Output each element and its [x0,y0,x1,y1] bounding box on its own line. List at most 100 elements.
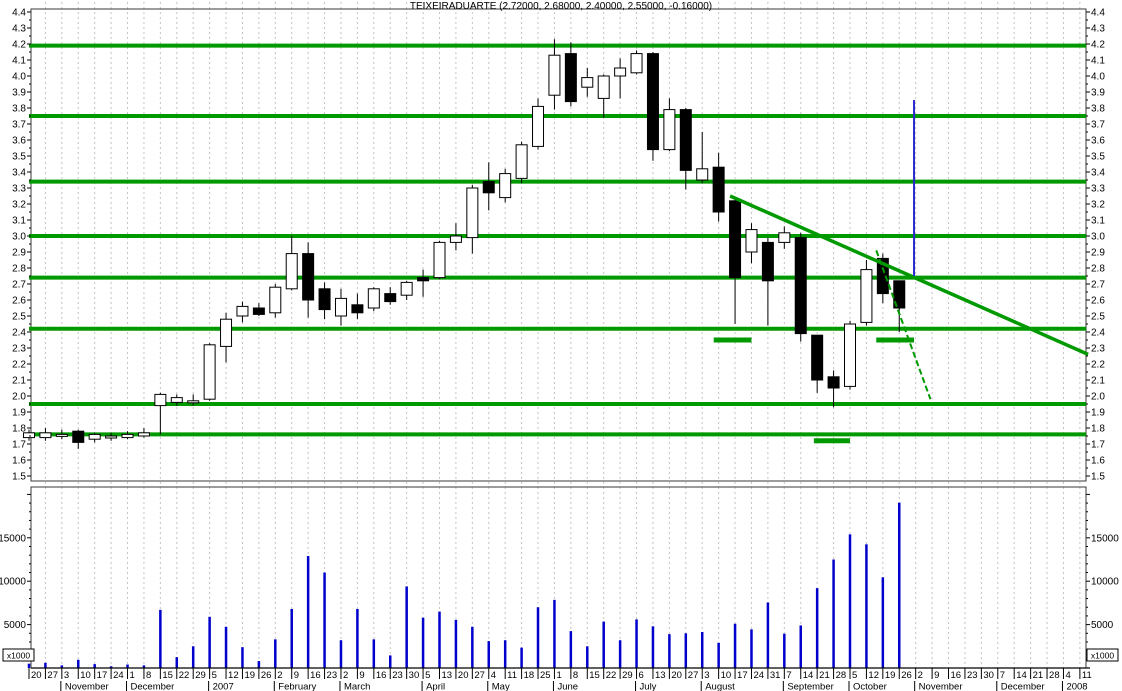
candle-body [269,286,282,314]
volume-axis-label-right: 5000 [1091,620,1114,631]
price-axis-label-left: 3.9 [12,88,26,99]
price-axis-label-right: 1.7 [1091,440,1105,451]
week-day-label: 22 [179,670,190,681]
price-axis-label-left: 1.9 [12,408,26,419]
week-day-label: 7 [786,670,791,681]
candle-body [285,253,298,290]
candle-body [712,166,725,213]
trendline [729,194,1089,357]
price-panel-border [30,8,1087,482]
week-day-label: 15 [589,670,600,681]
volume-bar [274,639,277,668]
week-day-label: 21 [819,670,830,681]
volume-bar [405,586,408,668]
volume-bar [175,657,179,668]
volume-bar [618,640,622,668]
month-label: May [492,682,510,691]
month-label: October [853,682,887,691]
price-axis-label-left: 4.3 [12,24,26,35]
volume-axis-label-right: 15000 [1091,533,1119,544]
candle-body [367,288,380,309]
candle-body [860,269,873,323]
price-axis-label-right: 2.3 [1091,344,1105,355]
week-day-label: 12 [868,670,879,681]
volume-bar [569,631,573,668]
volume-bar [142,665,146,668]
month-label: November [919,682,963,691]
week-day-label: 26 [901,670,912,681]
month-label: April [426,682,445,691]
volume-bar [602,621,605,668]
price-axis-label-left: 2.0 [12,392,26,403]
week-day-label: 28 [1049,670,1060,681]
week-day-label: 25 [540,670,551,681]
volume-bar [77,659,80,668]
volume-bar [668,634,671,668]
week-day-label: 4 [1065,670,1070,681]
price-axis-label-right: 3.8 [1091,104,1105,115]
price-axis-label-right: 1.8 [1091,424,1105,435]
volume-bar [356,608,359,668]
price-axis-label-left: 1.5 [12,472,26,483]
week-day-label: 5 [852,670,857,681]
week-day-label: 31 [770,670,781,681]
volume-bar [503,640,507,668]
volume-bar [635,619,638,668]
volume-bar [323,572,326,668]
volume-bar [684,633,688,668]
volume-bar [799,625,802,668]
price-axis-label-right: 2.2 [1091,360,1105,371]
week-day-label: 27 [47,670,58,681]
candle-body [893,280,906,309]
price-axis-label-right: 4.3 [1091,24,1105,35]
volume-bar [438,611,441,668]
price-axis-label-right: 3.7 [1091,120,1105,131]
week-day-label: 28 [836,670,847,681]
price-axis-label-left: 3.6 [12,136,26,147]
candle-body [187,400,200,404]
week-day-label: 11 [507,670,517,681]
volume-bar [60,665,64,668]
volume-bar [208,616,211,668]
candle-body [745,229,758,253]
candle-body [137,432,150,437]
candle-body [794,237,807,335]
volume-bar [241,647,244,668]
volume-bar [159,609,162,668]
volume-bar [733,623,737,668]
price-axis-label-left: 2.5 [12,312,26,323]
week-day-label: 7 [1000,670,1005,681]
week-day-label: 15 [162,670,173,681]
price-axis-label-left: 4.0 [12,72,26,83]
volume-bar [487,641,491,668]
volume-unit-box-left [2,648,35,662]
price-axis-label-right: 1.9 [1091,408,1105,419]
week-day-label: 4 [491,670,496,681]
week-day-label: 20 [671,670,682,681]
volume-bar [93,664,96,668]
volume-bar [586,646,589,668]
candle-body [614,67,627,77]
month-label: August [705,682,735,691]
price-axis-label-right: 3.1 [1091,216,1105,227]
week-day-label: 30 [983,670,994,681]
candle-body [39,432,52,439]
volume-unit-box-right [1086,648,1119,662]
week-day-label: 16 [376,670,387,681]
month-label: 2008 [1066,682,1087,691]
candle-body [334,297,347,317]
price-axis-label-left: 2.9 [12,248,26,259]
week-day-label: 8 [146,670,151,681]
week-day-label: 1 [130,670,135,681]
week-day-label: 6 [639,670,644,681]
volume-bar [224,626,228,668]
volume-bar [109,666,113,668]
price-axis-label-left: 1.8 [12,424,26,435]
volume-bar [520,647,523,668]
price-axis-label-left: 2.7 [12,280,26,291]
volume-bar [257,661,261,668]
candle-body [400,281,413,296]
volume-bar [700,631,704,668]
week-day-label: 3 [704,670,709,681]
